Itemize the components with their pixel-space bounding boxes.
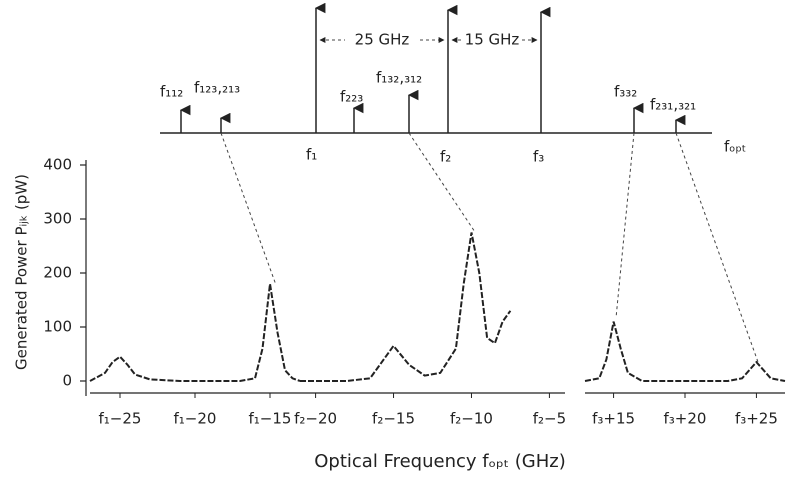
x-tick-label: f₃+15 (592, 410, 635, 428)
connector (408, 132, 476, 233)
y-tick-label: 400 (43, 156, 72, 174)
x-tick-label: f₂−20 (294, 410, 337, 428)
x-tick-label: f₁−20 (174, 410, 217, 428)
y-tick-label: 0 (62, 372, 72, 390)
frequency-label: f₁₃₂,₃₁₂ (376, 69, 422, 87)
frequency-label: f₃₃₂ (614, 83, 637, 101)
spectrum-line (584, 321, 786, 382)
spectrum-line (300, 232, 512, 382)
connector (615, 132, 635, 319)
frequency-label: f₃ (533, 148, 544, 166)
x-axis-label: Optical Frequency fₒₚₜ (GHz) (314, 451, 566, 472)
y-axis-label: Generated Power Pᵢⱼₖ (pW) (13, 174, 31, 370)
frequency-label: f₁₁₂ (160, 83, 183, 101)
axis-label: fₒₚₜ (724, 138, 746, 156)
frequency-label: f₁₂₃,₂₁₃ (194, 79, 240, 97)
frequency-label: f₂₃₁,₃₂₁ (650, 96, 696, 114)
frequency-label: f₂₂₃ (340, 88, 363, 106)
x-tick-label: f₁−15 (249, 410, 292, 428)
spacing-label: 15 GHz (465, 31, 520, 49)
connector (220, 132, 277, 286)
x-tick-label: f₃+20 (664, 410, 707, 428)
x-tick-label: f₁−25 (99, 410, 142, 428)
spacing-label: 25 GHz (355, 31, 410, 49)
x-tick-label: f₂−5 (533, 410, 566, 428)
frequency-label: f₂ (440, 148, 451, 166)
y-tick-label: 200 (43, 264, 72, 282)
input-spectrum: 25 GHz 15 GHz f₁₁₂ f₁₂₃,₂₁₃ f₁ f₂₂₃ f₁₃₂… (160, 2, 759, 363)
spectrum-line (89, 283, 301, 382)
frequency-label: f₁ (306, 146, 317, 164)
x-tick-label: f₃+25 (735, 410, 778, 428)
x-tick-label: f₂−10 (450, 410, 493, 428)
y-tick-label: 100 (43, 318, 72, 336)
x-tick-label: f₂−15 (372, 410, 415, 428)
connector (675, 132, 759, 363)
y-tick-label: 300 (43, 210, 72, 228)
